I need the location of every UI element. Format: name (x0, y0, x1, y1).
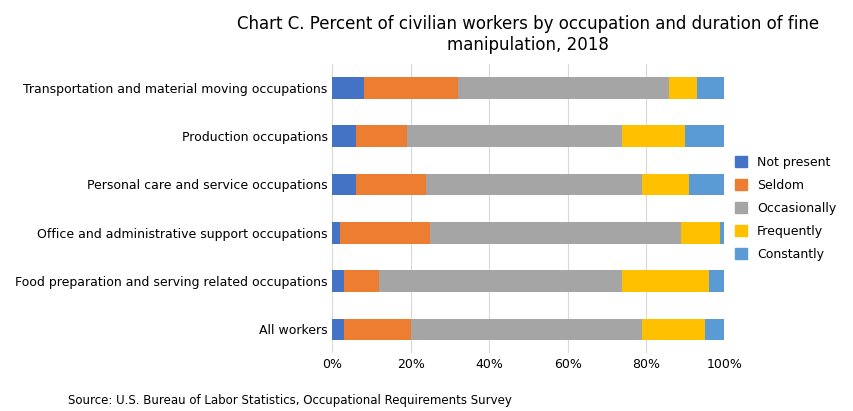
Bar (708, 270, 723, 292)
Bar (696, 77, 723, 99)
Bar (720, 222, 723, 244)
Bar (356, 125, 406, 147)
Bar (641, 319, 704, 340)
Legend: Not present, Seldom, Occasionally, Frequently, Constantly: Not present, Seldom, Occasionally, Frequ… (734, 156, 835, 261)
Bar (332, 173, 356, 195)
Bar (332, 319, 344, 340)
Bar (622, 270, 708, 292)
Bar (669, 77, 696, 99)
Bar (688, 173, 723, 195)
Bar (356, 173, 426, 195)
Bar (410, 319, 641, 340)
Bar (379, 270, 622, 292)
Bar (641, 173, 688, 195)
Text: Source: U.S. Bureau of Labor Statistics, Occupational Requirements Survey: Source: U.S. Bureau of Labor Statistics,… (68, 394, 512, 407)
Bar (430, 222, 681, 244)
Bar (339, 222, 430, 244)
Bar (457, 77, 669, 99)
Bar (344, 270, 379, 292)
Bar (406, 125, 622, 147)
Bar (681, 222, 720, 244)
Bar (332, 125, 356, 147)
Bar (344, 319, 410, 340)
Bar (704, 319, 723, 340)
Bar (426, 173, 641, 195)
Bar (622, 125, 684, 147)
Bar (363, 77, 457, 99)
Bar (332, 222, 339, 244)
Bar (332, 270, 344, 292)
Bar (332, 77, 363, 99)
Bar (684, 125, 723, 147)
Title: Chart C. Percent of civilian workers by occupation and duration of fine
manipula: Chart C. Percent of civilian workers by … (237, 15, 819, 54)
